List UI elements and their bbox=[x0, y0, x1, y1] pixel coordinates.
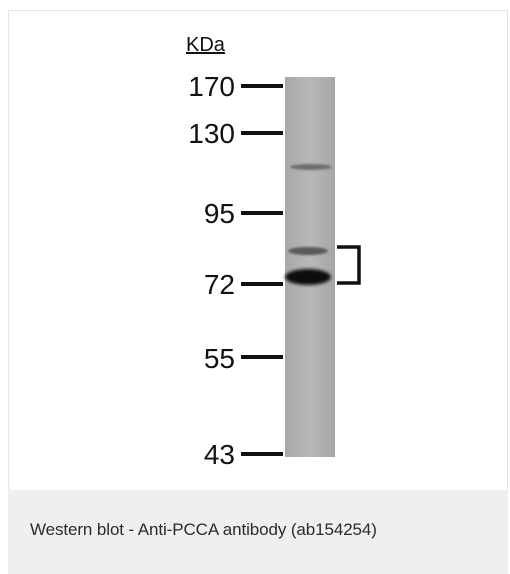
western-blot-image: KDa 170 130 95 72 55 43 bbox=[186, 34, 361, 470]
caption-bar: Western blot - Anti-PCCA antibody (ab154… bbox=[8, 490, 508, 574]
marker-label-170: 170 bbox=[188, 71, 235, 102]
figure-caption: Western blot - Anti-PCCA antibody (ab154… bbox=[30, 520, 377, 539]
band-main bbox=[285, 269, 331, 285]
gel-lane bbox=[285, 77, 335, 457]
marker-tick-55 bbox=[241, 355, 283, 359]
band-upper bbox=[288, 247, 328, 255]
marker-label-43: 43 bbox=[204, 439, 235, 470]
marker-tick-95 bbox=[241, 211, 283, 215]
unit-label: KDa bbox=[186, 34, 226, 56]
marker-tick-170 bbox=[241, 84, 283, 88]
band-faint-high bbox=[290, 164, 332, 170]
marker-label-95: 95 bbox=[204, 198, 235, 229]
marker-label-72: 72 bbox=[204, 269, 235, 300]
marker-tick-72 bbox=[241, 282, 283, 286]
marker-tick-130 bbox=[241, 131, 283, 135]
band-bracket bbox=[337, 245, 361, 285]
figure-card: KDa 170 130 95 72 55 43 bbox=[8, 10, 508, 490]
marker-label-55: 55 bbox=[204, 343, 235, 374]
marker-tick-43 bbox=[241, 452, 283, 456]
marker-label-130: 130 bbox=[188, 118, 235, 149]
